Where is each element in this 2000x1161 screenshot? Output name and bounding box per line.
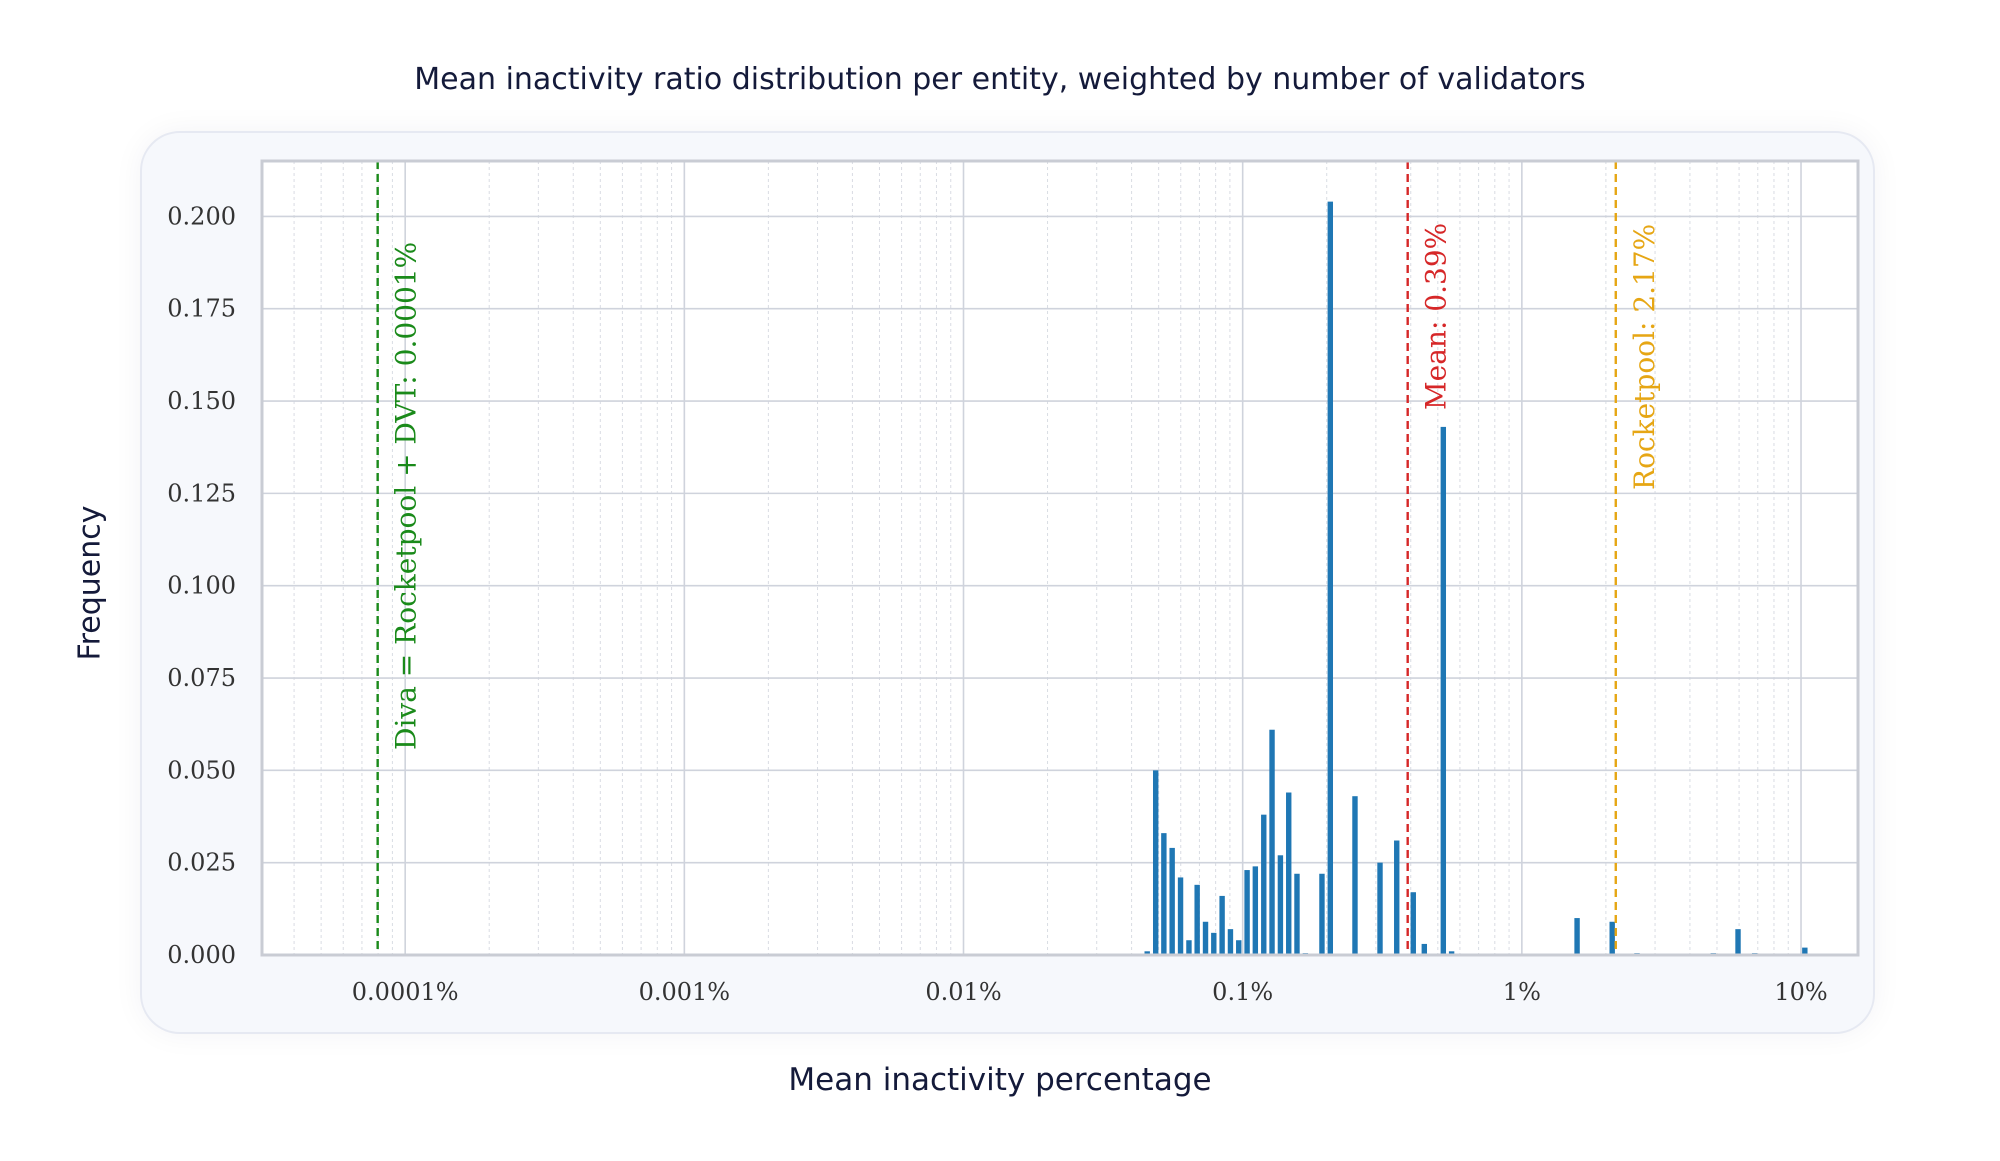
- histogram-bar: [1286, 792, 1292, 955]
- histogram-bar: [1169, 847, 1175, 955]
- histogram-bar: [1236, 940, 1242, 955]
- histogram-bar: [1186, 940, 1192, 955]
- histogram-bar: [1252, 866, 1259, 955]
- histogram-bar: [1440, 426, 1447, 955]
- histogram-bar: [1421, 943, 1428, 955]
- x-tick-label: 0.0001%: [352, 978, 459, 1006]
- x-tick-label: 1%: [1503, 978, 1541, 1006]
- y-tick-label: 0.000: [167, 941, 236, 969]
- reference-line-label: Mean: 0.39%: [1420, 223, 1453, 410]
- histogram-bar: [1161, 833, 1167, 955]
- y-tick-label: 0.200: [167, 202, 236, 230]
- histogram-bar: [1319, 873, 1325, 955]
- histogram-bar: [1194, 884, 1200, 955]
- histogram-bar: [1394, 840, 1400, 955]
- histogram-bar: [1277, 855, 1284, 955]
- histogram-bar: [1735, 929, 1741, 955]
- histogram-bar: [1261, 814, 1267, 955]
- histogram-bar: [1202, 921, 1209, 955]
- reference-line-label: Rocketpool: 2.17%: [1628, 224, 1661, 490]
- x-tick-label: 0.1%: [1212, 978, 1273, 1006]
- x-tick-label: 10%: [1774, 978, 1827, 1006]
- y-tick-label: 0.150: [167, 387, 236, 415]
- y-tick-label: 0.050: [167, 756, 236, 784]
- y-tick-label: 0.075: [167, 664, 236, 692]
- histogram-bar: [1574, 918, 1580, 955]
- histogram-bar: [1144, 951, 1150, 955]
- x-axis-label: Mean inactivity percentage: [788, 1062, 1212, 1098]
- plot-area: [262, 161, 1858, 955]
- histogram-bar: [1269, 729, 1275, 955]
- histogram-bar: [1448, 951, 1455, 955]
- histogram-bar: [1377, 862, 1383, 955]
- histogram-bar: [1294, 873, 1300, 955]
- plot-frame: [260, 159, 1860, 957]
- histogram-bar: [1609, 921, 1615, 955]
- y-tick-label: 0.175: [167, 295, 236, 323]
- histogram-bar: [1410, 892, 1416, 955]
- histogram-bar: [1327, 201, 1334, 955]
- histogram-bar: [1227, 929, 1234, 955]
- x-tick-label: 0.001%: [639, 978, 731, 1006]
- histogram-bar: [1244, 870, 1250, 955]
- y-tick-label: 0.100: [167, 572, 236, 600]
- chart-title: Mean inactivity ratio distribution per e…: [414, 62, 1586, 97]
- histogram-bar: [1219, 895, 1225, 955]
- histogram-bar: [1211, 932, 1217, 955]
- histogram-bar: [1177, 877, 1184, 955]
- histogram-bar: [1352, 796, 1358, 955]
- reference-line-label: Diva = Rocketpool + DVT: 0.0001%: [390, 242, 423, 750]
- y-tick-label: 0.025: [167, 849, 236, 877]
- x-tick-label: 0.01%: [925, 978, 1001, 1006]
- y-tick-label: 0.125: [167, 479, 236, 507]
- histogram-bar: [1152, 770, 1159, 955]
- histogram-bar: [1802, 947, 1808, 955]
